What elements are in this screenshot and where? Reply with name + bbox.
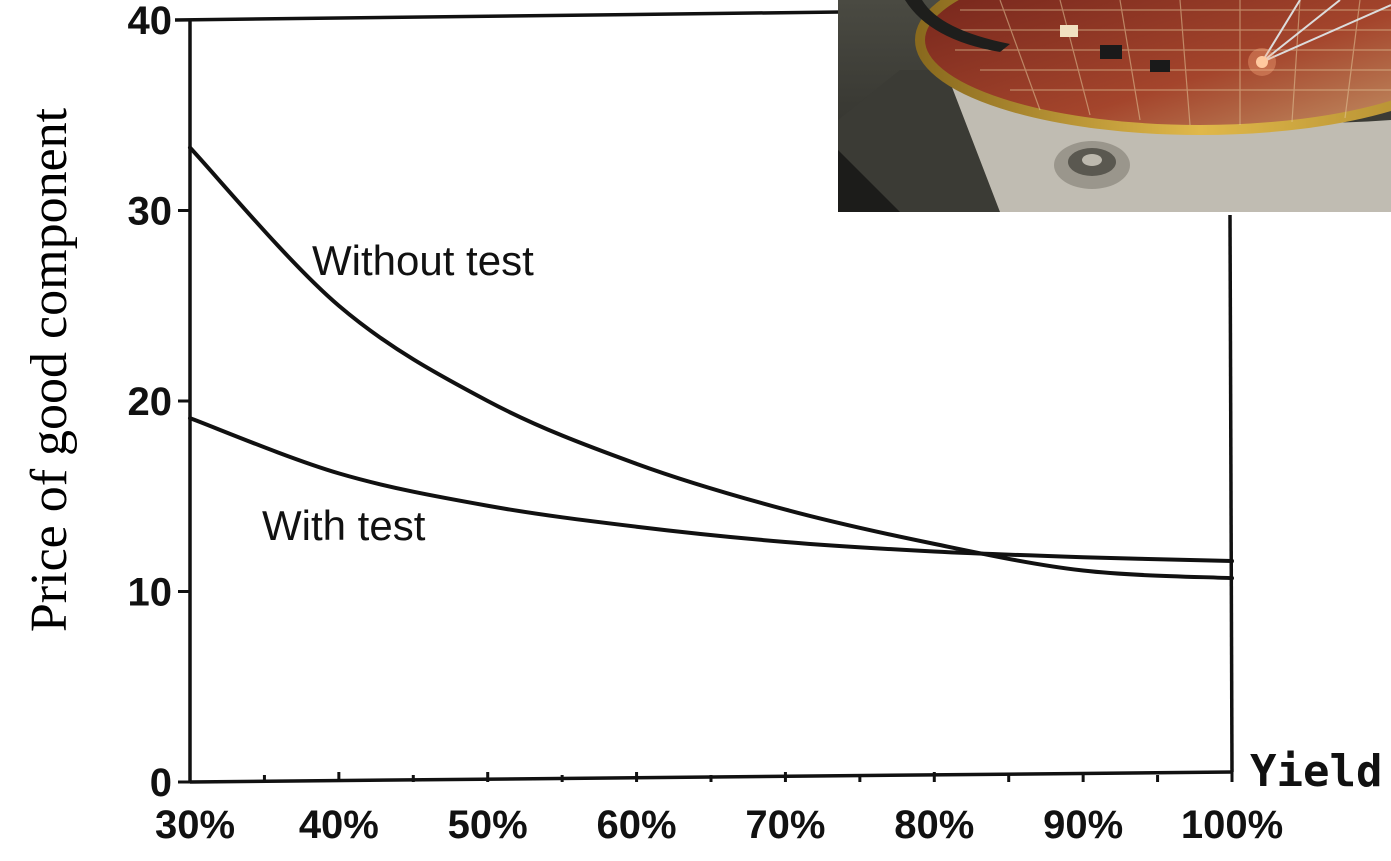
x-tick-label: 60% (597, 803, 677, 847)
series-curves (188, 145, 1234, 581)
y-tick-label: 10 (128, 571, 173, 615)
x-axis-ticks: 30% 40% 50% 60% 70% 80% 90% 100% (155, 772, 1283, 847)
series-line-with-test (188, 416, 1234, 564)
y-tick-label: 40 (128, 0, 173, 43)
x-tick-label: 80% (894, 803, 974, 847)
x-tick-label: 30% (155, 803, 235, 847)
series-line-without-test (188, 145, 1234, 581)
y-tick-label: 0 (150, 761, 172, 805)
y-axis-label: Price of good component (21, 107, 78, 632)
series-label-without-test: Without test (312, 237, 534, 284)
x-tick-label: 90% (1043, 803, 1123, 847)
y-tick-label: 20 (128, 380, 173, 424)
top-border (174, 10, 841, 22)
y-axis-ticks: 0 10 20 30 40 (128, 0, 190, 805)
right-border (1228, 214, 1234, 773)
x-axis-label: Yield (1250, 746, 1382, 797)
x-tick-label: 70% (745, 803, 825, 847)
x-tick-label: 40% (299, 803, 379, 847)
series-label-with-test: With test (262, 502, 426, 549)
wafer-probe-photo (838, 0, 1391, 212)
x-tick-label: 100% (1181, 803, 1283, 847)
x-tick-label: 50% (448, 803, 528, 847)
y-tick-label: 30 (128, 190, 173, 234)
